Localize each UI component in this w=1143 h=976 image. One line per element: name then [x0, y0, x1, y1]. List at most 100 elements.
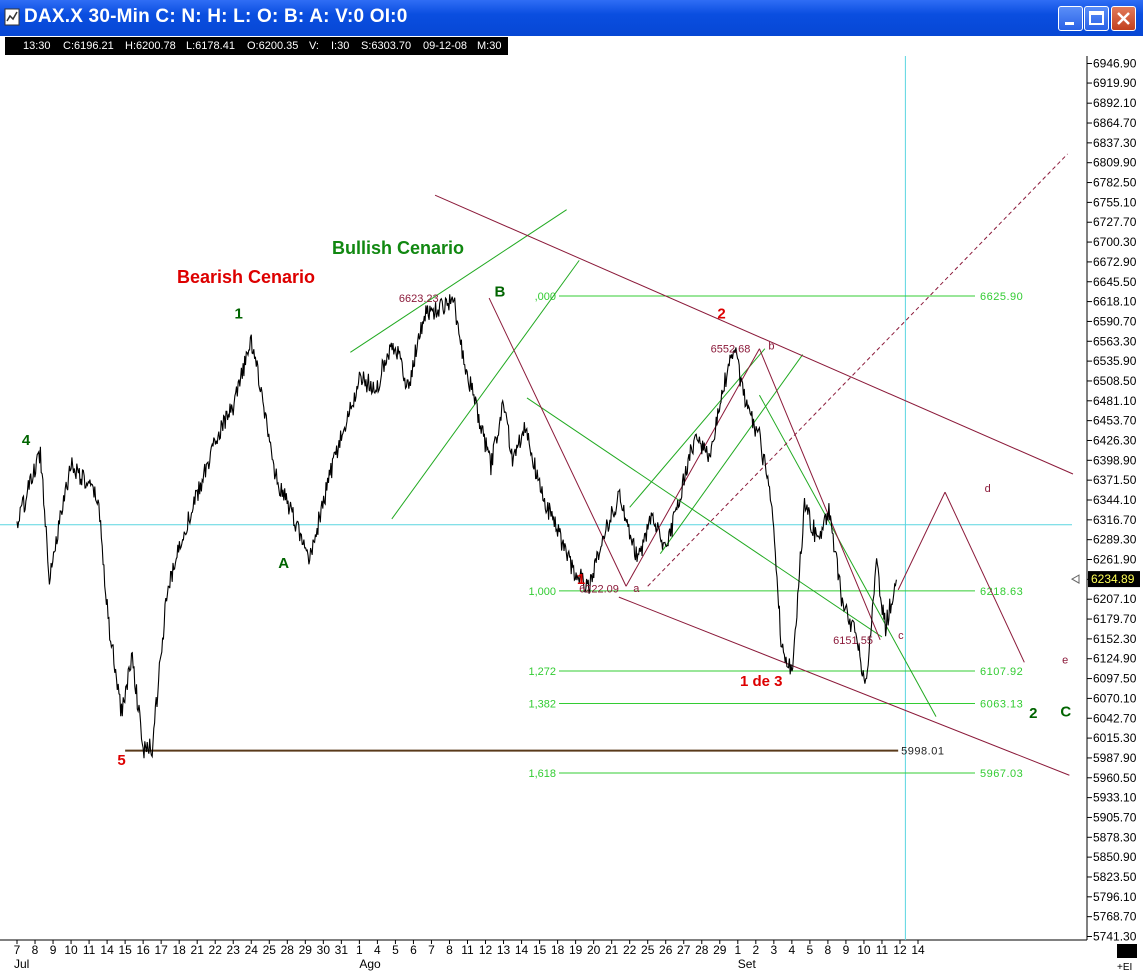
fib-ratio-label: 1,382 [528, 698, 556, 710]
green-down-line [758, 394, 937, 717]
y-tick-label: 5768.70 [1093, 910, 1137, 924]
y-tick-label: 5878.30 [1093, 830, 1137, 844]
green-channel-a [629, 348, 766, 508]
y-tick-label: 5823.50 [1093, 870, 1137, 884]
x-tick-label: 1 [734, 943, 741, 957]
minimize-button[interactable] [1058, 6, 1083, 31]
red-wave-segment [758, 348, 881, 641]
y-tick-label: 6782.50 [1093, 176, 1137, 190]
window-title: DAX.X 30-Min C: N: H: L: O: B: A: V:0 OI… [24, 6, 408, 27]
y-tick-label: 6070.10 [1093, 691, 1137, 705]
info-m: M:30 [477, 40, 502, 52]
fib-ratio-label: 1,618 [528, 768, 556, 780]
y-tick-label: 6755.10 [1093, 195, 1137, 209]
bullish-channel-upper [350, 209, 567, 353]
x-tick-label: 7 [14, 943, 21, 957]
y-tick-label: 6371.50 [1093, 473, 1137, 487]
fib-price-label: 5967.03 [980, 768, 1023, 780]
x-tick-label: 19 [569, 943, 583, 957]
x-tick-label: 20 [587, 943, 601, 957]
x-tick-label: 1 [356, 943, 363, 957]
wave-label: 1 [234, 305, 242, 322]
last-price-marker-icon [1070, 574, 1080, 584]
last-price-label: 6234.89 [1091, 572, 1135, 586]
info-interval: I:30 [331, 40, 350, 52]
x-tick-label: 3 [770, 943, 777, 957]
y-tick-label: 6207.10 [1093, 592, 1137, 606]
wave-label: A [278, 555, 289, 572]
x-tick-label: 7 [428, 943, 435, 957]
y-tick-label: 5850.90 [1093, 850, 1137, 864]
y-tick-label: 5987.90 [1093, 751, 1137, 765]
x-tick-label: 6 [410, 943, 417, 957]
price-annotation: 6222.09 [579, 583, 619, 595]
y-tick-label: 6426.30 [1093, 433, 1137, 447]
maroon-channel-upper [434, 194, 1074, 475]
x-tick-label: 25 [641, 943, 655, 957]
x-tick-label: 9 [50, 943, 57, 957]
y-tick-label: 6152.30 [1093, 632, 1137, 646]
y-tick-label: 6892.10 [1093, 96, 1137, 110]
x-tick-label: 25 [263, 943, 277, 957]
x-tick-label: 15 [533, 943, 547, 957]
fib-price-label: 6063.13 [980, 698, 1023, 710]
wave-label: B [495, 284, 506, 301]
wave-label: 5 [117, 752, 125, 769]
wave-label: 4 [22, 432, 31, 449]
x-tick-label: 5 [392, 943, 399, 957]
x-tick-label: 9 [843, 943, 850, 957]
bullish-channel-lower [391, 260, 580, 520]
x-tick-label: 29 [713, 943, 727, 957]
fib-price-label: 6218.63 [980, 586, 1023, 598]
x-tick-label: 8 [446, 943, 453, 957]
y-tick-label: 6508.50 [1093, 374, 1137, 388]
title-bar[interactable]: DAX.X 30-Min C: N: H: L: O: B: A: V:0 OI… [0, 0, 1143, 36]
maximize-button[interactable] [1084, 6, 1109, 31]
red-wave-segment [625, 348, 760, 587]
info-s: S:6303.70 [361, 40, 412, 52]
x-tick-label: 27 [677, 943, 691, 957]
x-month-label: Ago [359, 957, 381, 971]
x-tick-label: 28 [695, 943, 709, 957]
bearish-scenario-label: Bearish Cenario [177, 267, 315, 287]
x-tick-label: 18 [551, 943, 565, 957]
x-month-label: Jul [14, 957, 29, 971]
y-tick-label: 6316.70 [1093, 513, 1137, 527]
x-tick-label: 16 [136, 943, 150, 957]
price-annotation: 6151.55 [833, 635, 873, 647]
y-tick-label: 6946.90 [1093, 57, 1137, 71]
wave-label: C [1060, 704, 1071, 721]
fib-price-label: 6107.92 [980, 666, 1023, 678]
y-tick-label: 6042.70 [1093, 711, 1137, 725]
y-tick-label: 6481.10 [1093, 394, 1137, 408]
chart-app-icon [4, 8, 20, 26]
x-tick-label: 14 [911, 943, 925, 957]
close-button[interactable] [1111, 6, 1136, 31]
x-tick-label: 14 [515, 943, 529, 957]
x-tick-label: 11 [83, 943, 96, 957]
info-open: O:6200.35 [247, 40, 299, 52]
y-tick-label: 6015.30 [1093, 731, 1137, 745]
minimize-icon [1065, 22, 1074, 25]
wave-label: 1 [577, 571, 585, 588]
small-wave-label: b [768, 340, 774, 352]
x-tick-label: 12 [479, 943, 493, 957]
small-wave-label: c [898, 630, 904, 642]
x-month-label: Set [738, 957, 757, 971]
x-tick-label: 8 [32, 943, 39, 957]
x-tick-label: 11 [461, 943, 474, 957]
x-tick-label: 26 [659, 943, 673, 957]
x-tick-label: 8 [825, 943, 832, 957]
wave-label: 2 [1029, 705, 1037, 722]
small-wave-label: e [1062, 655, 1068, 667]
x-tick-label: 14 [100, 943, 114, 957]
y-tick-label: 6672.90 [1093, 255, 1137, 269]
wave-label: 1 de 3 [740, 673, 783, 690]
x-tick-label: 21 [605, 943, 619, 957]
y-tick-label: 6097.50 [1093, 672, 1137, 686]
info-time: 13:30 [23, 40, 51, 52]
x-tick-label: 15 [118, 943, 132, 957]
close-icon [1117, 12, 1130, 25]
